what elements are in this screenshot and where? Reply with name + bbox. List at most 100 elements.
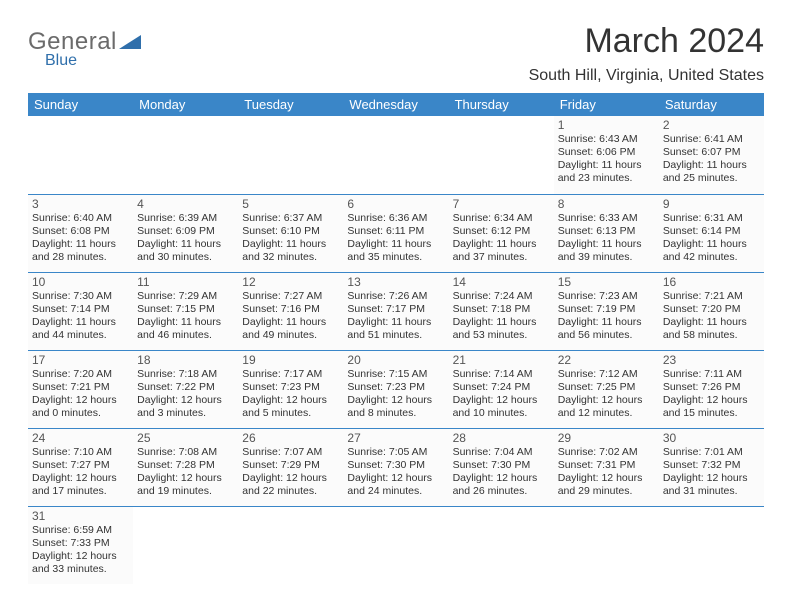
- calendar-day-cell: 14Sunrise: 7:24 AMSunset: 7:18 PMDayligh…: [449, 272, 554, 350]
- day-details: Sunrise: 7:10 AMSunset: 7:27 PMDaylight:…: [32, 446, 129, 499]
- day-number: 18: [137, 353, 234, 367]
- day-details: Sunrise: 7:08 AMSunset: 7:28 PMDaylight:…: [137, 446, 234, 499]
- day-header: Wednesday: [343, 93, 448, 116]
- day-number: 4: [137, 197, 234, 211]
- day-number: 16: [663, 275, 760, 289]
- calendar-empty-cell: [133, 116, 238, 194]
- day-header: Saturday: [659, 93, 764, 116]
- calendar-day-cell: 22Sunrise: 7:12 AMSunset: 7:25 PMDayligh…: [554, 350, 659, 428]
- logo-text-blue: Blue: [45, 52, 77, 70]
- calendar-day-cell: 28Sunrise: 7:04 AMSunset: 7:30 PMDayligh…: [449, 428, 554, 506]
- calendar-day-cell: 26Sunrise: 7:07 AMSunset: 7:29 PMDayligh…: [238, 428, 343, 506]
- calendar-empty-cell: [659, 506, 764, 584]
- day-number: 11: [137, 275, 234, 289]
- day-header: Monday: [133, 93, 238, 116]
- day-number: 15: [558, 275, 655, 289]
- calendar-day-cell: 13Sunrise: 7:26 AMSunset: 7:17 PMDayligh…: [343, 272, 448, 350]
- calendar-day-cell: 4Sunrise: 6:39 AMSunset: 6:09 PMDaylight…: [133, 194, 238, 272]
- day-header: Thursday: [449, 93, 554, 116]
- day-number: 24: [32, 431, 129, 445]
- day-details: Sunrise: 7:21 AMSunset: 7:20 PMDaylight:…: [663, 290, 760, 343]
- calendar-empty-cell: [449, 506, 554, 584]
- day-number: 27: [347, 431, 444, 445]
- day-details: Sunrise: 7:15 AMSunset: 7:23 PMDaylight:…: [347, 368, 444, 421]
- day-number: 20: [347, 353, 444, 367]
- calendar-day-cell: 19Sunrise: 7:17 AMSunset: 7:23 PMDayligh…: [238, 350, 343, 428]
- calendar-week-row: 31Sunrise: 6:59 AMSunset: 7:33 PMDayligh…: [28, 506, 764, 584]
- day-number: 22: [558, 353, 655, 367]
- day-number: 7: [453, 197, 550, 211]
- calendar-day-cell: 7Sunrise: 6:34 AMSunset: 6:12 PMDaylight…: [449, 194, 554, 272]
- day-number: 29: [558, 431, 655, 445]
- calendar-empty-cell: [133, 506, 238, 584]
- calendar-day-cell: 9Sunrise: 6:31 AMSunset: 6:14 PMDaylight…: [659, 194, 764, 272]
- day-details: Sunrise: 7:30 AMSunset: 7:14 PMDaylight:…: [32, 290, 129, 343]
- calendar-empty-cell: [449, 116, 554, 194]
- calendar-day-cell: 15Sunrise: 7:23 AMSunset: 7:19 PMDayligh…: [554, 272, 659, 350]
- day-details: Sunrise: 7:24 AMSunset: 7:18 PMDaylight:…: [453, 290, 550, 343]
- header: General March 2024 South Hill, Virginia,…: [28, 22, 764, 85]
- day-number: 10: [32, 275, 129, 289]
- day-details: Sunrise: 6:43 AMSunset: 6:06 PMDaylight:…: [558, 133, 655, 186]
- calendar-day-cell: 27Sunrise: 7:05 AMSunset: 7:30 PMDayligh…: [343, 428, 448, 506]
- day-number: 28: [453, 431, 550, 445]
- calendar-empty-cell: [28, 116, 133, 194]
- day-details: Sunrise: 7:14 AMSunset: 7:24 PMDaylight:…: [453, 368, 550, 421]
- day-number: 3: [32, 197, 129, 211]
- day-details: Sunrise: 7:29 AMSunset: 7:15 PMDaylight:…: [137, 290, 234, 343]
- day-details: Sunrise: 6:33 AMSunset: 6:13 PMDaylight:…: [558, 212, 655, 265]
- calendar-table: SundayMondayTuesdayWednesdayThursdayFrid…: [28, 93, 764, 584]
- day-number: 5: [242, 197, 339, 211]
- day-details: Sunrise: 6:37 AMSunset: 6:10 PMDaylight:…: [242, 212, 339, 265]
- calendar-day-cell: 3Sunrise: 6:40 AMSunset: 6:08 PMDaylight…: [28, 194, 133, 272]
- calendar-day-cell: 17Sunrise: 7:20 AMSunset: 7:21 PMDayligh…: [28, 350, 133, 428]
- calendar-day-cell: 31Sunrise: 6:59 AMSunset: 7:33 PMDayligh…: [28, 506, 133, 584]
- location: South Hill, Virginia, United States: [529, 67, 764, 85]
- calendar-day-cell: 10Sunrise: 7:30 AMSunset: 7:14 PMDayligh…: [28, 272, 133, 350]
- calendar-day-cell: 20Sunrise: 7:15 AMSunset: 7:23 PMDayligh…: [343, 350, 448, 428]
- day-header: Sunday: [28, 93, 133, 116]
- day-number: 30: [663, 431, 760, 445]
- day-details: Sunrise: 7:02 AMSunset: 7:31 PMDaylight:…: [558, 446, 655, 499]
- day-number: 17: [32, 353, 129, 367]
- day-details: Sunrise: 7:23 AMSunset: 7:19 PMDaylight:…: [558, 290, 655, 343]
- day-number: 12: [242, 275, 339, 289]
- day-number: 2: [663, 118, 760, 132]
- calendar-day-cell: 18Sunrise: 7:18 AMSunset: 7:22 PMDayligh…: [133, 350, 238, 428]
- calendar-week-row: 24Sunrise: 7:10 AMSunset: 7:27 PMDayligh…: [28, 428, 764, 506]
- day-details: Sunrise: 7:27 AMSunset: 7:16 PMDaylight:…: [242, 290, 339, 343]
- title-block: March 2024 South Hill, Virginia, United …: [529, 22, 764, 85]
- calendar-day-cell: 2Sunrise: 6:41 AMSunset: 6:07 PMDaylight…: [659, 116, 764, 194]
- day-number: 6: [347, 197, 444, 211]
- day-number: 13: [347, 275, 444, 289]
- calendar-week-row: 1Sunrise: 6:43 AMSunset: 6:06 PMDaylight…: [28, 116, 764, 194]
- calendar-day-cell: 6Sunrise: 6:36 AMSunset: 6:11 PMDaylight…: [343, 194, 448, 272]
- calendar-week-row: 3Sunrise: 6:40 AMSunset: 6:08 PMDaylight…: [28, 194, 764, 272]
- calendar-day-cell: 11Sunrise: 7:29 AMSunset: 7:15 PMDayligh…: [133, 272, 238, 350]
- day-number: 19: [242, 353, 339, 367]
- calendar-empty-cell: [554, 506, 659, 584]
- day-number: 26: [242, 431, 339, 445]
- day-header: Friday: [554, 93, 659, 116]
- day-details: Sunrise: 7:17 AMSunset: 7:23 PMDaylight:…: [242, 368, 339, 421]
- day-details: Sunrise: 7:01 AMSunset: 7:32 PMDaylight:…: [663, 446, 760, 499]
- calendar-day-cell: 25Sunrise: 7:08 AMSunset: 7:28 PMDayligh…: [133, 428, 238, 506]
- day-number: 8: [558, 197, 655, 211]
- day-number: 1: [558, 118, 655, 132]
- day-details: Sunrise: 6:36 AMSunset: 6:11 PMDaylight:…: [347, 212, 444, 265]
- day-details: Sunrise: 6:40 AMSunset: 6:08 PMDaylight:…: [32, 212, 129, 265]
- day-details: Sunrise: 7:12 AMSunset: 7:25 PMDaylight:…: [558, 368, 655, 421]
- day-details: Sunrise: 6:59 AMSunset: 7:33 PMDaylight:…: [32, 524, 129, 577]
- day-details: Sunrise: 7:26 AMSunset: 7:17 PMDaylight:…: [347, 290, 444, 343]
- page-title: March 2024: [529, 22, 764, 61]
- logo-triangle-icon: [119, 28, 141, 56]
- day-details: Sunrise: 7:04 AMSunset: 7:30 PMDaylight:…: [453, 446, 550, 499]
- calendar-day-cell: 21Sunrise: 7:14 AMSunset: 7:24 PMDayligh…: [449, 350, 554, 428]
- day-details: Sunrise: 6:31 AMSunset: 6:14 PMDaylight:…: [663, 212, 760, 265]
- day-details: Sunrise: 6:39 AMSunset: 6:09 PMDaylight:…: [137, 212, 234, 265]
- calendar-empty-cell: [238, 116, 343, 194]
- calendar-week-row: 17Sunrise: 7:20 AMSunset: 7:21 PMDayligh…: [28, 350, 764, 428]
- calendar-day-cell: 30Sunrise: 7:01 AMSunset: 7:32 PMDayligh…: [659, 428, 764, 506]
- day-number: 9: [663, 197, 760, 211]
- calendar-day-cell: 1Sunrise: 6:43 AMSunset: 6:06 PMDaylight…: [554, 116, 659, 194]
